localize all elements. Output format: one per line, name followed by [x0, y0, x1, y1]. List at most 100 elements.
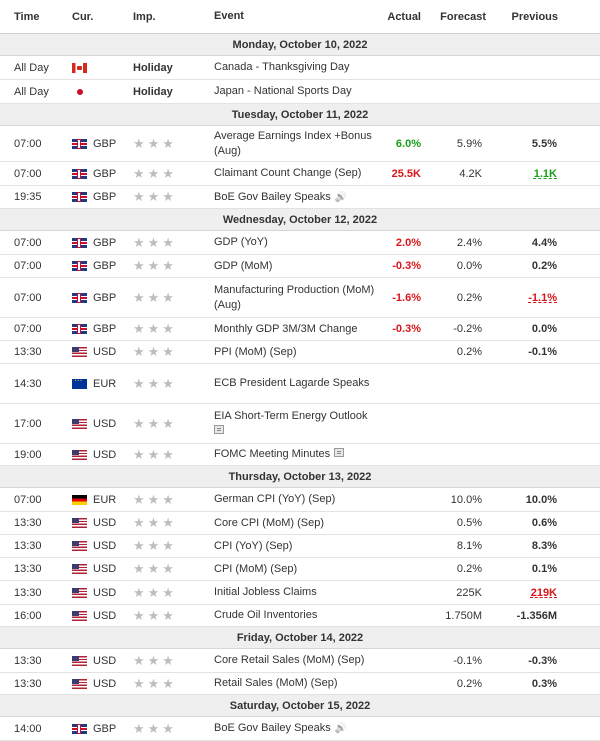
- event-row[interactable]: 13:30 USD ★★★ Core CPI (MoM) (Sep) 0.5% 0.6%: [0, 512, 600, 535]
- uk-flag-icon: [72, 237, 87, 248]
- importance-stars-icon: ★★★: [133, 584, 177, 600]
- header-importance[interactable]: Imp.: [133, 10, 156, 23]
- event-previous: -0.1%: [528, 346, 557, 358]
- currency-code: GBP: [93, 167, 117, 180]
- event-name[interactable]: Manufacturing Production (MoM) (Aug): [214, 283, 375, 311]
- event-name[interactable]: CPI (YoY) (Sep): [214, 539, 293, 552]
- event-row[interactable]: 19:35 GBP ★★★ BoE Gov Bailey Speaks 🔊: [0, 186, 600, 209]
- event-name[interactable]: Retail Sales (MoM) (Sep): [214, 677, 338, 689]
- event-row[interactable]: 07:00 GBP ★★★ GDP (MoM) -0.3% 0.0% 0.2%: [0, 255, 600, 278]
- header-currency[interactable]: Cur.: [72, 10, 94, 23]
- event-row[interactable]: 19:00 USD ★★★ FOMC Meeting Minutes: [0, 444, 600, 466]
- event-name[interactable]: Core CPI (MoM) (Sep): [214, 516, 325, 529]
- event-time: 07:00: [14, 323, 42, 335]
- uk-flag-icon: [72, 324, 87, 334]
- currency-code: EUR: [93, 377, 117, 390]
- event-row[interactable]: 13:30 USD ★★★ PPI (MoM) (Sep) 0.2% -0.1%: [0, 341, 600, 364]
- event-name-cell: BoE Gov Bailey Speaks 🔊: [214, 186, 389, 208]
- event-name-cell: Average Earnings Index +Bonus (Aug): [214, 126, 389, 161]
- event-forecast: 2.4%: [456, 236, 482, 249]
- event-currency: USD: [72, 404, 127, 443]
- document-icon[interactable]: [334, 448, 345, 457]
- currency-code: GBP: [93, 291, 117, 304]
- event-name[interactable]: Crude Oil Inventories: [214, 609, 318, 621]
- event-row[interactable]: 16:00 USD ★★★ Crude Oil Inventories 1.750M -1…: [0, 605, 600, 627]
- header-time[interactable]: Time: [14, 10, 40, 23]
- event-name[interactable]: GDP (MoM): [214, 259, 273, 272]
- event-forecast: [432, 80, 482, 103]
- event-previous: 0.6%: [531, 517, 557, 529]
- event-row[interactable]: All Day Holiday Canada - Thanksgiving Day: [0, 56, 600, 80]
- event-name[interactable]: Monthly GDP 3M/3M Change: [214, 322, 358, 335]
- event-actual: [375, 444, 421, 465]
- event-name-cell: German CPI (YoY) (Sep): [214, 488, 389, 511]
- event-row[interactable]: 13:30 USD ★★★ Retail Sales (MoM) (Sep) 0.2% 0…: [0, 673, 600, 695]
- event-name[interactable]: Claimant Count Change (Sep): [214, 167, 362, 179]
- event-name[interactable]: BoE Gov Bailey Speaks: [214, 722, 331, 734]
- event-previous: 10.0%: [525, 493, 557, 506]
- event-row[interactable]: 14:30 EUR ★★★ ECB President Lagarde Speaks: [0, 364, 600, 404]
- importance-stars-icon: ★★★: [133, 289, 177, 305]
- event-name[interactable]: FOMC Meeting Minutes: [214, 448, 331, 460]
- event-row[interactable]: 14:00 GBP ★★★ BoE Gov Bailey Speaks 🔊: [0, 717, 600, 741]
- event-time: 07:00: [14, 260, 42, 272]
- event-name[interactable]: German CPI (YoY) (Sep): [214, 493, 336, 505]
- event-currency: GBP: [72, 231, 127, 254]
- header-previous[interactable]: Previous: [511, 10, 558, 23]
- event-name[interactable]: EIA Short-Term Energy Outlook: [214, 409, 368, 422]
- event-row[interactable]: 13:30 USD ★★★ Initial Jobless Claims 225K 219…: [0, 581, 600, 605]
- speaker-icon[interactable]: 🔊: [334, 191, 348, 203]
- header-event[interactable]: Event: [214, 10, 244, 22]
- event-actual: [375, 512, 421, 534]
- header-actual[interactable]: Actual: [387, 10, 421, 23]
- speaker-icon[interactable]: 🔊: [334, 723, 348, 734]
- event-row[interactable]: All Day Holiday Japan - National Sports Da…: [0, 80, 600, 104]
- event-name[interactable]: Average Earnings Index +Bonus (Aug): [214, 129, 372, 157]
- currency-code: GBP: [93, 137, 117, 150]
- event-row[interactable]: 07:00 GBP ★★★ Monthly GDP 3M/3M Change -0.3%…: [0, 318, 600, 341]
- document-icon[interactable]: [214, 424, 224, 434]
- date-header: Wednesday, October 12, 2022: [0, 209, 600, 231]
- event-name[interactable]: GDP (YoY): [214, 236, 268, 248]
- event-actual: [375, 558, 421, 580]
- event-name-cell: Monthly GDP 3M/3M Change: [214, 318, 389, 340]
- event-time: 13:30: [14, 517, 42, 529]
- currency-code: GBP: [93, 191, 117, 203]
- currency-code: GBP: [93, 722, 117, 735]
- event-row[interactable]: 07:00 GBP ★★★ GDP (YoY) 2.0% 2.4% 4.4%: [0, 231, 600, 255]
- event-row[interactable]: 07:00 GBP ★★★ Manufacturing Production (MoM…: [0, 278, 600, 318]
- event-row[interactable]: 13:30 USD ★★★ CPI (MoM) (Sep) 0.2% 0.1%: [0, 558, 600, 581]
- event-previous: 0.0%: [531, 323, 557, 335]
- event-row[interactable]: 07:00 EUR ★★★ German CPI (YoY) (Sep) 10.0% 10…: [0, 488, 600, 512]
- event-row[interactable]: 07:00 GBP ★★★ Claimant Count Change (Sep) 25…: [0, 162, 600, 186]
- event-name-cell: BoE Gov Bailey Speaks 🔊: [214, 717, 389, 740]
- event-currency: USD: [72, 673, 127, 694]
- event-forecast: 10.0%: [450, 493, 482, 506]
- event-name[interactable]: BoE Gov Bailey Speaks: [214, 190, 331, 203]
- header-forecast[interactable]: Forecast: [440, 10, 486, 23]
- date-label: Wednesday, October 12, 2022: [222, 213, 378, 226]
- event-forecast: 4.2K: [459, 167, 482, 180]
- event-row[interactable]: 17:00 USD ★★★ EIA Short-Term Energy Outlook: [0, 404, 600, 444]
- event-name[interactable]: ECB President Lagarde Speaks: [214, 377, 370, 389]
- event-name[interactable]: PPI (MoM) (Sep): [214, 345, 297, 358]
- event-actual: [375, 404, 421, 443]
- importance-stars-icon: ★★★: [133, 135, 177, 151]
- importance-stars-icon: ★★★: [133, 189, 177, 204]
- event-name[interactable]: Core Retail Sales (MoM) (Sep): [214, 654, 365, 666]
- event-currency: USD: [72, 535, 127, 557]
- event-name[interactable]: Japan - National Sports Day: [214, 85, 352, 97]
- event-previous: [505, 80, 557, 103]
- event-row[interactable]: 07:00 GBP ★★★ Average Earnings Index +Bonus…: [0, 126, 600, 162]
- event-name[interactable]: Initial Jobless Claims: [214, 586, 317, 598]
- event-name[interactable]: Canada - Thanksgiving Day: [214, 61, 350, 73]
- event-time: 07:00: [14, 167, 42, 180]
- event-row[interactable]: 13:30 USD ★★★ Core Retail Sales (MoM) (Sep)…: [0, 649, 600, 673]
- event-name[interactable]: CPI (MoM) (Sep): [214, 562, 298, 575]
- date-label: Tuesday, October 11, 2022: [231, 108, 369, 121]
- event-name-cell: Retail Sales (MoM) (Sep): [214, 673, 389, 694]
- importance-stars-icon: ★★★: [133, 375, 177, 391]
- event-row[interactable]: 13:30 USD ★★★ CPI (YoY) (Sep) 8.1% 8.3%: [0, 535, 600, 558]
- currency-code: USD: [93, 609, 117, 622]
